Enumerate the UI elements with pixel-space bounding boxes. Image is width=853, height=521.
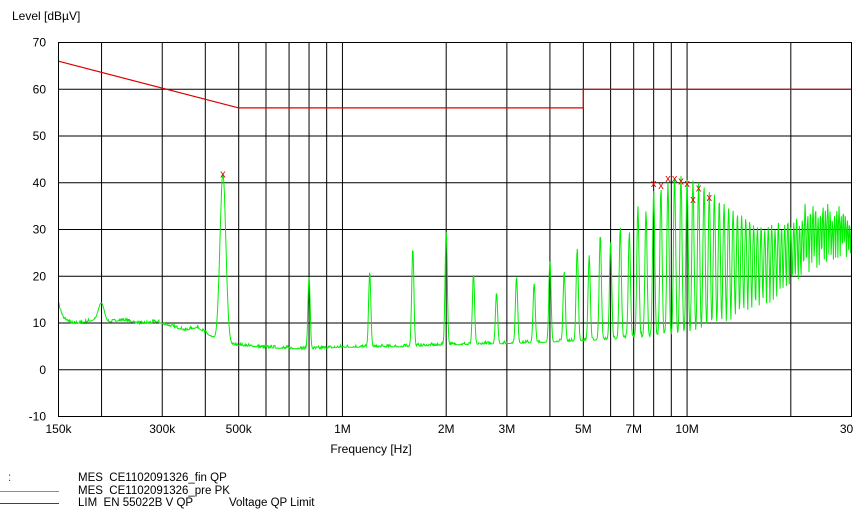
plot-frame — [58, 42, 852, 417]
qp-marker: x — [707, 192, 713, 204]
x-tick-label: 500k — [226, 422, 253, 436]
y-tick-label: 50 — [33, 129, 47, 143]
x-tick-label: 30M — [840, 422, 853, 436]
qp-marker: x — [678, 175, 684, 187]
limit-line-swatch — [0, 503, 59, 504]
legend-label-qp: MES CE1102091326_fin QP — [78, 472, 227, 484]
x-tick-label: 5M — [575, 422, 592, 436]
y-tick-label: 70 — [33, 36, 47, 50]
y-tick-label: 10 — [33, 316, 47, 330]
x-tick-label: 150k — [45, 422, 72, 436]
qp-marker: x — [696, 182, 702, 194]
qp-marker: x — [651, 178, 657, 190]
qp-marker: x — [220, 168, 226, 180]
qp-marker: x — [672, 173, 678, 185]
qp-marker-symbol: : — [8, 472, 12, 484]
legend-entry-limit: LIM EN 55022B V QP Voltage QP Limit — [0, 497, 400, 510]
x-axis-label: Frequency [Hz] — [330, 442, 411, 456]
qp-marker: x — [684, 178, 690, 190]
x-tick-label: 7M — [625, 422, 642, 436]
pk-measurement-line — [58, 173, 852, 351]
y-tick-label: 60 — [33, 82, 47, 96]
y-tick-label: 20 — [33, 269, 47, 283]
y-axis-label: Level [dBµV] — [12, 9, 80, 23]
limit-line — [58, 60, 852, 109]
legend-entry-pk: MES CE1102091326_pre PK — [0, 485, 400, 498]
x-tick-label: 1M — [334, 422, 351, 436]
qp-marker: x — [658, 180, 664, 192]
y-tick-label: 0 — [39, 363, 46, 377]
tick-labels: -10 0 10 20 30 40 50 60 70 150k 300k 500k 1M 2M 3M 5M 7M… — [29, 36, 853, 437]
emc-chart: Level [dBµV] Frequency [Hz] -10 0 10 20 30 40… — [12, 9, 853, 456]
x-tick-label: 3M — [499, 422, 516, 436]
y-tick-label: -10 — [29, 410, 47, 424]
qp-marker: x — [690, 194, 696, 206]
pk-line-swatch — [0, 490, 59, 492]
legend-label-pk: MES CE1102091326_pre PK — [78, 484, 230, 497]
legend: : MES CE1102091326_fin QP MES CE11020913… — [0, 472, 400, 510]
legend-limit-description: Voltage QP Limit — [229, 497, 315, 509]
legend-label-limit: LIM EN 55022B V QP — [78, 497, 194, 509]
y-tick-label: 30 — [33, 223, 47, 237]
legend-entry-qp: : MES CE1102091326_fin QP — [0, 472, 400, 485]
qp-marker: x — [665, 173, 671, 185]
y-tick-label: 40 — [33, 176, 47, 190]
x-tick-label: 2M — [438, 422, 455, 436]
x-tick-label: 10M — [675, 422, 698, 436]
grid — [58, 42, 852, 417]
x-tick-label: 300k — [149, 422, 176, 436]
